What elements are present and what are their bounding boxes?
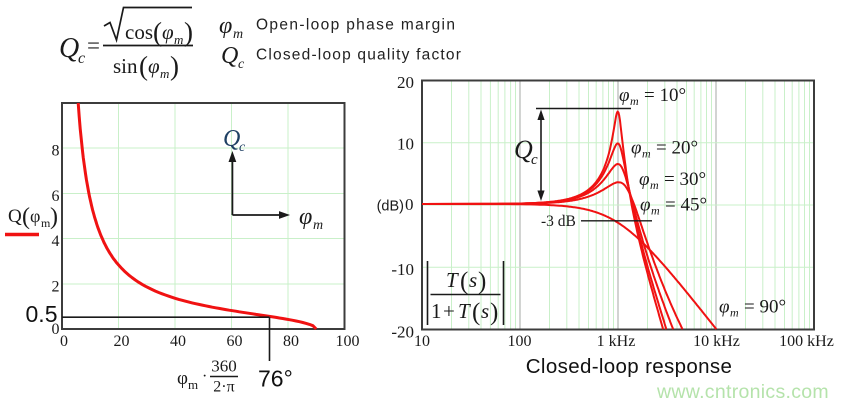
svg-text:φ: φ	[30, 206, 40, 226]
svg-text:m: m	[41, 216, 51, 230]
svg-text:m: m	[650, 178, 659, 192]
svg-text:76°: 76°	[258, 366, 293, 392]
svg-text:sin: sin	[113, 54, 138, 78]
svg-text:6: 6	[52, 188, 60, 205]
svg-text:(: (	[22, 204, 30, 230]
svg-text:40: 40	[170, 333, 186, 350]
svg-text:(: (	[460, 268, 468, 295]
svg-text:= 20°: = 20°	[656, 138, 698, 159]
svg-text:(: (	[153, 17, 162, 47]
svg-text:c: c	[531, 152, 538, 168]
svg-text:φ: φ	[639, 169, 650, 190]
svg-text:(: (	[139, 51, 148, 81]
svg-text:Q: Q	[514, 135, 533, 164]
svg-text:100: 100	[508, 333, 532, 350]
svg-text:m: m	[730, 306, 739, 320]
svg-text:-3 dB: -3 dB	[541, 213, 576, 230]
svg-text:1 kHz: 1 kHz	[597, 333, 636, 350]
svg-text:= 90°: = 90°	[744, 297, 786, 318]
svg-text:s: s	[481, 299, 489, 323]
svg-text:φ: φ	[219, 13, 232, 39]
svg-text:cos: cos	[125, 20, 153, 44]
svg-text:m: m	[642, 147, 651, 161]
svg-text:100 kHz: 100 kHz	[779, 333, 834, 350]
svg-text:): )	[50, 204, 58, 230]
svg-text:m: m	[174, 32, 183, 47]
svg-text:= 45°: = 45°	[665, 195, 707, 216]
svg-text:m: m	[313, 218, 323, 233]
svg-text:φ: φ	[162, 20, 174, 44]
svg-text:): )	[490, 299, 498, 326]
svg-text:φ: φ	[619, 85, 630, 106]
svg-text:m: m	[233, 27, 243, 42]
svg-text:2: 2	[52, 279, 60, 296]
svg-text:-20: -20	[391, 323, 414, 342]
svg-text:10 kHz: 10 kHz	[693, 333, 740, 350]
svg-text:100: 100	[336, 333, 360, 350]
svg-text:60: 60	[227, 333, 243, 350]
svg-text:= 30°: = 30°	[664, 169, 706, 190]
svg-text:0: 0	[405, 195, 414, 214]
svg-text:Closed-loop response: Closed-loop response	[526, 355, 732, 378]
svg-text:Q: Q	[8, 206, 22, 227]
svg-text:): )	[478, 268, 486, 295]
svg-text:0: 0	[52, 321, 60, 338]
svg-text:m: m	[160, 66, 169, 81]
svg-text:s: s	[469, 268, 477, 292]
svg-text:20: 20	[397, 73, 414, 92]
svg-text:): )	[184, 17, 193, 47]
svg-text:-10: -10	[391, 260, 414, 279]
svg-text:φ: φ	[640, 195, 651, 216]
svg-text:80: 80	[283, 333, 299, 350]
svg-text:Open-loop phase margin: Open-loop phase margin	[256, 17, 456, 34]
svg-text:=: =	[87, 33, 100, 58]
svg-text:·: ·	[202, 368, 207, 385]
svg-text:φ: φ	[177, 368, 188, 389]
svg-text:φ: φ	[299, 204, 312, 230]
svg-text:c: c	[238, 57, 245, 72]
svg-text:(: (	[472, 299, 480, 326]
svg-text:10: 10	[414, 333, 430, 350]
svg-text:c: c	[78, 50, 85, 67]
svg-text:c: c	[239, 140, 246, 155]
svg-text:4: 4	[52, 233, 60, 250]
svg-text:20: 20	[114, 333, 130, 350]
svg-text:φ: φ	[148, 54, 160, 78]
svg-text:Q: Q	[221, 43, 238, 69]
svg-text:8: 8	[52, 143, 60, 160]
svg-text:= 10°: = 10°	[644, 85, 686, 106]
svg-text:Q: Q	[59, 33, 79, 64]
svg-text:m: m	[188, 377, 198, 392]
svg-text:T: T	[458, 299, 471, 323]
svg-text:(dB): (dB)	[377, 199, 404, 215]
svg-text:m: m	[630, 94, 639, 108]
svg-text:φ: φ	[631, 138, 642, 159]
svg-text:2·π: 2·π	[213, 379, 234, 396]
svg-text:www.cntronics.com: www.cntronics.com	[656, 381, 829, 403]
svg-text:+: +	[443, 299, 455, 323]
svg-text:m: m	[651, 204, 660, 218]
svg-text:): )	[170, 51, 179, 81]
svg-text:360: 360	[211, 357, 237, 376]
svg-text:1: 1	[431, 299, 442, 323]
svg-text:T: T	[446, 268, 459, 292]
svg-text:0: 0	[60, 333, 68, 350]
svg-text:0.5: 0.5	[26, 301, 58, 327]
svg-text:Closed-loop quality factor: Closed-loop quality factor	[256, 47, 462, 64]
svg-text:10: 10	[397, 135, 414, 154]
svg-text:Q: Q	[223, 126, 240, 152]
svg-text:φ: φ	[719, 297, 730, 318]
